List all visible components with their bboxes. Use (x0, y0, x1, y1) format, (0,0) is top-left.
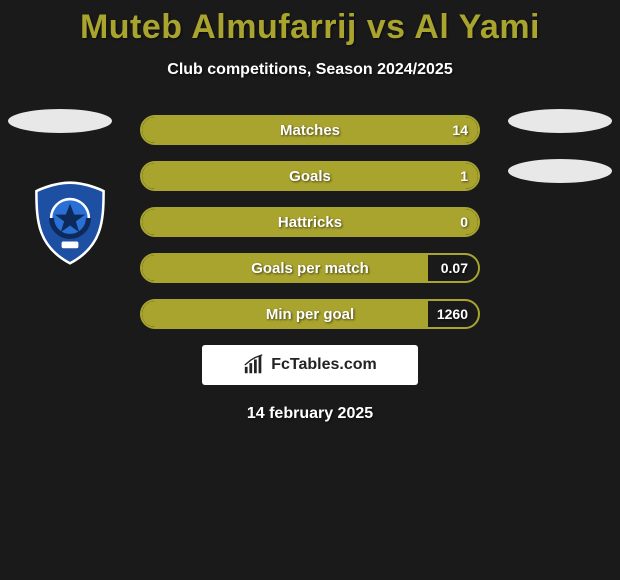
stat-label: Goals (289, 168, 331, 185)
stat-right-value: 0.07 (441, 260, 468, 276)
stat-rows: Matches 14 Goals 1 Hattricks 0 Goals per match… (140, 115, 480, 329)
comparison-area: Matches 14 Goals 1 Hattricks 0 Goals per match… (0, 115, 620, 329)
stat-row: Hattricks 0 (140, 207, 480, 237)
branding-box: FcTables.com (202, 345, 418, 385)
subtitle: Club competitions, Season 2024/2025 (0, 61, 620, 79)
stat-right-value: 0 (460, 214, 468, 230)
stat-row: Goals per match 0.07 (140, 253, 480, 283)
player-right-placeholder-2 (508, 159, 612, 183)
stat-label: Min per goal (266, 306, 354, 323)
page-title: Muteb Almufarrij vs Al Yami (0, 0, 620, 47)
chart-icon (243, 354, 265, 376)
player-right-placeholder-1 (508, 109, 612, 133)
stat-right-value: 1260 (437, 306, 468, 322)
date-label: 14 february 2025 (0, 405, 620, 423)
stat-label: Hattricks (278, 214, 342, 231)
stat-row: Min per goal 1260 (140, 299, 480, 329)
stat-label: Goals per match (251, 260, 369, 277)
stat-label: Matches (280, 122, 340, 139)
stat-right-value: 1 (460, 168, 468, 184)
branding-text: FcTables.com (271, 356, 377, 374)
stat-row: Matches 14 (140, 115, 480, 145)
shield-icon (28, 181, 112, 265)
stat-row: Goals 1 (140, 161, 480, 191)
player-left-placeholder (8, 109, 112, 133)
stat-right-value: 14 (452, 122, 468, 138)
club-badge (28, 181, 112, 265)
